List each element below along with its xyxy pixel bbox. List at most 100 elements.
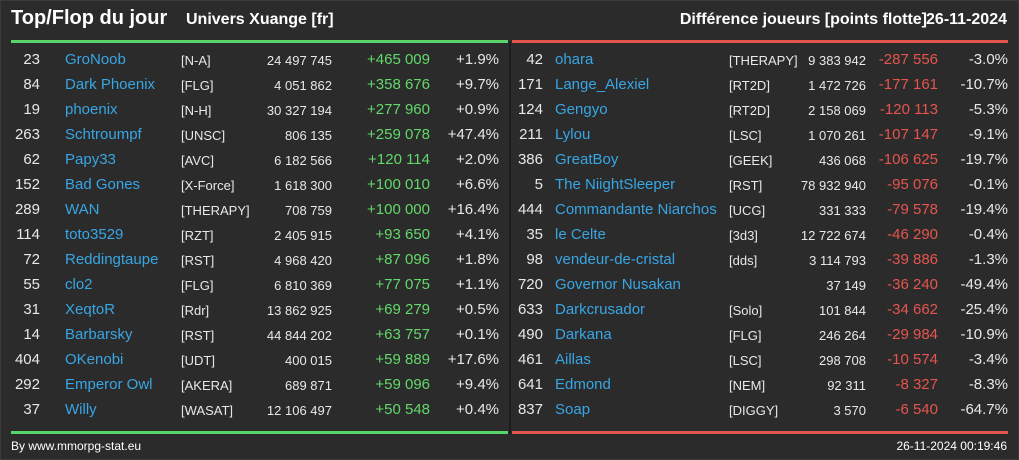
fleet-points: 246 264	[819, 328, 866, 343]
flop-row: 633 Darkcrusador [Solo] 101 844 -34 662 -25.4…	[511, 297, 1019, 322]
rank: 72	[23, 251, 40, 268]
fleet-points: 6 810 369	[274, 278, 332, 293]
points-difference: +120 114	[368, 151, 430, 168]
percent-change: -3.4%	[968, 351, 1008, 368]
alliance-tag: [N-A]	[181, 53, 211, 68]
player-name-link[interactable]: Commandante Niarchos	[555, 201, 717, 218]
points-difference: -79 578	[887, 201, 938, 218]
player-name-link[interactable]: Darkcrusador	[555, 301, 646, 318]
rank: 5	[534, 176, 543, 193]
alliance-tag: [AVC]	[181, 153, 214, 168]
alliance-tag: [RT2D]	[729, 103, 770, 118]
fleet-points: 689 871	[285, 378, 332, 393]
rank: 211	[519, 126, 543, 143]
points-difference: -120 113	[879, 101, 938, 118]
player-name-link[interactable]: Barbarsky	[65, 326, 133, 343]
player-name-link[interactable]: vendeur-de-cristal	[555, 251, 676, 268]
percent-change: +6.6%	[456, 176, 499, 193]
player-name-link[interactable]: WAN	[65, 201, 100, 218]
rank: 35	[526, 226, 543, 243]
flop-row: 490 Darkana [FLG] 246 264 -29 984 -10.9%	[511, 322, 1019, 347]
player-name-link[interactable]: OKenobi	[65, 351, 124, 368]
player-name-link[interactable]: GreatBoy	[555, 151, 619, 168]
player-name-link[interactable]: Governor Nusakan	[555, 276, 681, 293]
percent-change: +1.9%	[456, 51, 499, 68]
fleet-points: 101 844	[819, 303, 866, 318]
top-row: 31 XeqtoR [Rdr] 13 862 925 +69 279 +0.5%	[0, 297, 509, 322]
fleet-points: 4 051 862	[274, 78, 332, 93]
percent-change: -9.1%	[968, 126, 1008, 143]
player-name-link[interactable]: Edmond	[555, 376, 611, 393]
player-name-link[interactable]: Gengyo	[555, 101, 608, 118]
points-difference: -36 240	[887, 276, 938, 293]
player-name-link[interactable]: toto3529	[65, 226, 124, 243]
rank: 386	[517, 151, 543, 168]
player-name-link[interactable]: Dark Phoenix	[65, 76, 156, 93]
player-name-link[interactable]: Aillas	[555, 351, 591, 368]
alliance-tag: [LSC]	[729, 128, 762, 143]
fleet-points: 37 149	[826, 278, 866, 293]
percent-change: +17.6%	[447, 351, 499, 368]
player-name-link[interactable]: Willy	[65, 401, 97, 418]
flop-footer-bar	[512, 431, 1008, 434]
rank: 171	[517, 76, 543, 93]
player-name-link[interactable]: Darkana	[555, 326, 612, 343]
fleet-points: 4 968 420	[274, 253, 332, 268]
percent-change: -10.7%	[960, 76, 1008, 93]
fleet-points: 12 722 674	[800, 228, 866, 243]
percent-change: +0.4%	[456, 401, 499, 418]
player-name-link[interactable]: Emperor Owl	[65, 376, 153, 393]
rank: 55	[23, 276, 40, 293]
alliance-tag: [DIGGY]	[729, 403, 779, 418]
flop-row: 42 ohara [THERAPY] 9 383 942 -287 556 -3.0%	[511, 47, 1019, 72]
points-difference: +69 279	[375, 301, 430, 318]
player-name-link[interactable]: Soap	[555, 401, 591, 418]
top-row: 72 Reddingtaupe [RST] 4 968 420 +87 096 +1.8%	[0, 247, 509, 272]
player-name-link[interactable]: Bad Gones	[65, 176, 141, 193]
alliance-tag: [X-Force]	[181, 178, 235, 193]
top-row: 14 Barbarsky [RST] 44 844 202 +63 757 +0.1%	[0, 322, 509, 347]
alliance-tag: [WASAT]	[181, 403, 233, 418]
top-header-bar	[11, 40, 508, 43]
alliance-tag: [UNSC]	[181, 128, 226, 143]
flop-header-bar	[512, 40, 1008, 43]
rank: 19	[23, 101, 40, 118]
alliance-tag: [NEM]	[729, 378, 766, 393]
player-name-link[interactable]: Reddingtaupe	[65, 251, 159, 268]
player-name-link[interactable]: Lange_Alexiel	[555, 76, 650, 93]
alliance-tag: [THERAPY]	[729, 53, 798, 68]
points-difference: +465 009	[367, 51, 430, 68]
rank: 14	[23, 326, 40, 343]
player-name-link[interactable]: XeqtoR	[65, 301, 116, 318]
percent-change: -5.3%	[968, 101, 1008, 118]
player-name-link[interactable]: The NiightSleeper	[555, 176, 676, 193]
alliance-tag: [RST]	[181, 253, 215, 268]
rank: 152	[14, 176, 40, 193]
rank: 633	[517, 301, 543, 318]
page-title: Top/Flop du jour	[11, 7, 168, 29]
fleet-points: 44 844 202	[266, 328, 332, 343]
player-name-link[interactable]: le Celte	[555, 226, 606, 243]
player-name-link[interactable]: Papy33	[65, 151, 116, 168]
rank: 641	[517, 376, 543, 393]
player-name-link[interactable]: Schtroumpf	[65, 126, 142, 143]
fleet-points: 806 135	[285, 128, 332, 143]
fleet-points: 78 932 940	[800, 178, 866, 193]
rank: 461	[517, 351, 543, 368]
fleet-points: 2 158 069	[808, 103, 866, 118]
points-difference: +87 096	[375, 251, 430, 268]
points-difference: +63 757	[375, 326, 430, 343]
player-name-link[interactable]: phoenix	[65, 101, 118, 118]
rank: 404	[14, 351, 40, 368]
player-name-link[interactable]: Lylou	[555, 126, 591, 143]
top-row: 114 toto3529 [RZT] 2 405 915 +93 650 +4.1%	[0, 222, 509, 247]
percent-change: +0.9%	[456, 101, 499, 118]
player-name-link[interactable]: clo2	[65, 276, 93, 293]
fleet-points: 24 497 745	[266, 53, 332, 68]
percent-change: -19.4%	[960, 201, 1008, 218]
percent-change: +2.0%	[456, 151, 499, 168]
player-name-link[interactable]: ohara	[555, 51, 594, 68]
top-row: 19 phoenix [N-H] 30 327 194 +277 960 +0.9%	[0, 97, 509, 122]
player-name-link[interactable]: GroNoob	[65, 51, 126, 68]
percent-change: +16.4%	[447, 201, 499, 218]
